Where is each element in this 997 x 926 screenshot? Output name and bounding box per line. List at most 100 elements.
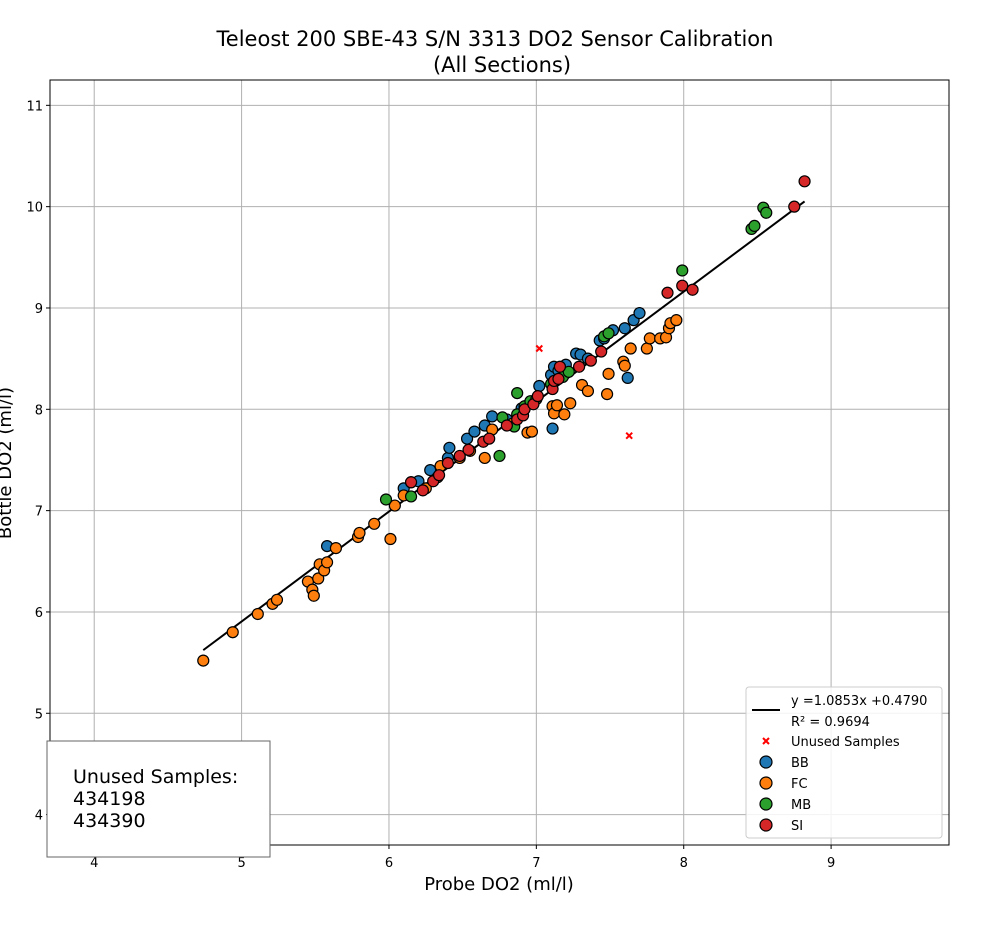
point-fc-32 <box>558 408 571 421</box>
point-fc-40 <box>624 342 637 355</box>
point-fc-24 <box>478 451 491 465</box>
point-si-5 <box>453 449 466 463</box>
point-bb-8 <box>468 425 481 438</box>
point-fc-37 <box>602 367 615 380</box>
x-tick-label-5: 5 <box>237 856 245 871</box>
unused-samples-box: Unused Samples: 434198 434390 <box>46 740 271 858</box>
point-fc-28 <box>525 425 539 438</box>
y-tick-label-5: 5 <box>35 707 43 722</box>
point-si-23 <box>676 279 689 292</box>
legend-mb-label: MB <box>791 798 811 813</box>
point-bb-13 <box>533 379 546 393</box>
point-si-8 <box>483 432 496 445</box>
y-tick-label-11: 11 <box>26 99 43 114</box>
point-si-22 <box>661 286 674 299</box>
point-fc-11 <box>320 556 334 569</box>
point-mb-5 <box>511 386 524 400</box>
unused-box-sample-1: 434198 <box>73 788 146 810</box>
legend-si-label: SI <box>791 819 803 834</box>
point-unused-0 <box>535 344 543 353</box>
point-fc-41 <box>640 342 653 355</box>
point-fc-39 <box>618 359 631 372</box>
chart-title: Teleost 200 SBE-43 S/N 3313 DO2 Sensor C… <box>216 27 774 51</box>
point-mb-1 <box>404 490 418 503</box>
point-mb-2 <box>493 449 506 463</box>
point-si-17 <box>552 372 565 386</box>
point-bb-6 <box>443 441 456 454</box>
point-si-21 <box>595 345 608 358</box>
series-bb <box>320 306 646 553</box>
x-tick-label-6: 6 <box>385 856 393 871</box>
point-si-9 <box>500 419 513 432</box>
y-tick-label-6: 6 <box>35 606 43 621</box>
point-mb-14 <box>602 327 615 340</box>
x-axis-label: Probe DO2 (ml/l) <box>424 874 574 895</box>
point-fc-47 <box>670 314 683 327</box>
legend-r2-label: R² = 0.9694 <box>791 715 870 730</box>
point-si-26 <box>798 175 811 188</box>
point-unused-1 <box>625 431 633 440</box>
point-mb-17 <box>748 219 761 233</box>
point-fc-14 <box>353 526 366 540</box>
unused-box-sample-2: 434390 <box>73 810 146 832</box>
point-fc-16 <box>384 532 397 546</box>
point-mb-15 <box>676 264 689 277</box>
chart-subtitle: (All Sections) <box>433 53 571 77</box>
legend-unused-marker <box>762 737 770 745</box>
point-fc-8 <box>312 572 325 585</box>
y-tick-label-7: 7 <box>35 505 43 520</box>
legend-box <box>745 686 943 839</box>
point-fc-1 <box>226 626 239 639</box>
point-bb-24 <box>618 322 631 335</box>
point-fc-35 <box>581 384 595 398</box>
point-fc-15 <box>368 517 381 530</box>
legend-bb-label: BB <box>791 756 809 771</box>
point-mb-19 <box>760 206 773 219</box>
point-si-3 <box>432 469 446 482</box>
point-si-18 <box>553 360 567 373</box>
point-bb-27 <box>621 371 634 384</box>
x-tick-label-7: 7 <box>532 856 540 871</box>
point-fc-0 <box>197 654 210 667</box>
y-axis-label: Bottle DO2 (ml/l) <box>0 387 16 539</box>
legend-fit-label: y =1.0853x +0.4790 <box>791 694 927 709</box>
point-fc-31 <box>550 399 564 412</box>
point-bb-26 <box>633 306 646 320</box>
legend-unused-label: Unused Samples <box>791 735 900 750</box>
point-fc-2 <box>251 607 264 621</box>
point-si-24 <box>686 283 699 296</box>
legend-fc-label: FC <box>791 777 808 792</box>
legend-mb-marker <box>759 797 773 811</box>
point-si-19 <box>572 360 586 373</box>
legend-fc-marker <box>759 776 773 790</box>
series-si <box>404 175 811 497</box>
point-mb-0 <box>379 493 393 506</box>
plot-frame <box>49 79 950 846</box>
legend-si-marker <box>759 818 773 832</box>
data-points <box>197 175 811 667</box>
point-fc-42 <box>643 332 656 345</box>
point-si-1 <box>416 484 429 497</box>
point-si-6 <box>462 443 475 456</box>
point-bb-28 <box>546 422 559 435</box>
y-tick-label-4: 4 <box>35 809 43 824</box>
unused-box-frame <box>46 740 271 858</box>
point-fc-4 <box>270 593 284 606</box>
point-si-4 <box>441 456 455 470</box>
point-fc-36 <box>600 388 614 401</box>
point-fc-17 <box>388 499 401 512</box>
x-tick-label-4: 4 <box>90 856 98 871</box>
series-unused-samples <box>535 344 633 440</box>
point-fc-7 <box>307 589 320 602</box>
point-fc-33 <box>564 397 577 410</box>
unused-box-title: Unused Samples: <box>73 766 238 788</box>
x-tick-label-8: 8 <box>680 856 688 871</box>
y-tick-label-9: 9 <box>35 302 43 317</box>
point-si-25 <box>788 200 801 213</box>
point-bb-10 <box>486 410 499 423</box>
point-si-0 <box>404 476 418 489</box>
y-tick-label-10: 10 <box>26 201 43 216</box>
x-tick-label-9: 9 <box>827 856 835 871</box>
point-si-20 <box>584 354 597 367</box>
point-si-14 <box>531 390 544 403</box>
